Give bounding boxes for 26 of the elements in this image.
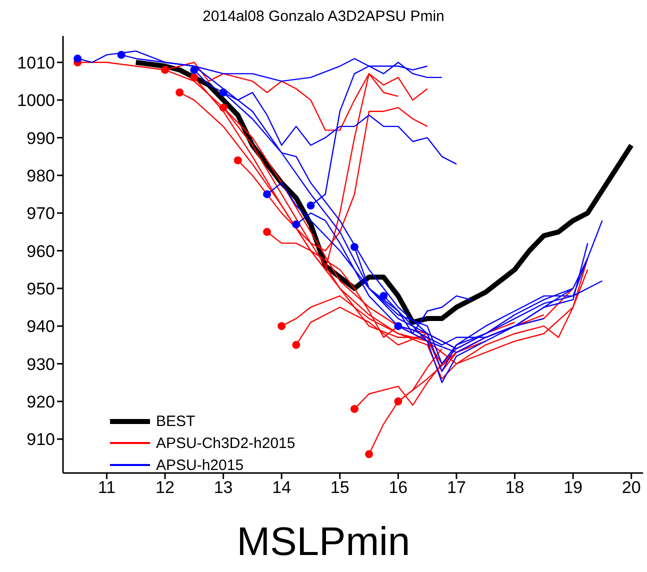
x-tick-label: 13 (214, 478, 233, 498)
legend-label: APSU-h2015 (156, 456, 244, 474)
y-tick-label: 1010 (17, 53, 55, 72)
y-tick-label: 990 (26, 128, 55, 148)
x-tick-label: 11 (98, 478, 116, 498)
y-tick-label: 980 (26, 166, 55, 186)
y-tick-label: 950 (26, 279, 55, 298)
y-tick-label: 930 (26, 354, 55, 374)
x-tick-label: 18 (505, 478, 524, 498)
x-axis-title: MSLPmin (236, 519, 412, 566)
x-tick-label: 20 (622, 478, 641, 498)
x-tick-label: 16 (388, 478, 408, 498)
x-tick-label: 12 (156, 478, 174, 498)
y-tick-label: 970 (26, 204, 55, 224)
x-tick-label: 15 (330, 478, 350, 498)
x-tick-label: 14 (272, 478, 292, 498)
legend-label: APSU-Ch3D2-h2015 (156, 434, 296, 452)
y-tick-label: 920 (26, 392, 55, 412)
chart-title: 2014al08 Gonzalo A3D2APSU Pmin (202, 8, 446, 25)
y-tick-label: 910 (26, 430, 55, 450)
y-tick-label: 940 (26, 317, 55, 336)
x-tick-label: 17 (447, 478, 466, 498)
x-tick-label: 19 (564, 478, 583, 498)
legend-label: BEST (156, 412, 196, 430)
y-tick-label: 960 (26, 242, 55, 261)
y-tick-label: 1000 (17, 91, 55, 110)
